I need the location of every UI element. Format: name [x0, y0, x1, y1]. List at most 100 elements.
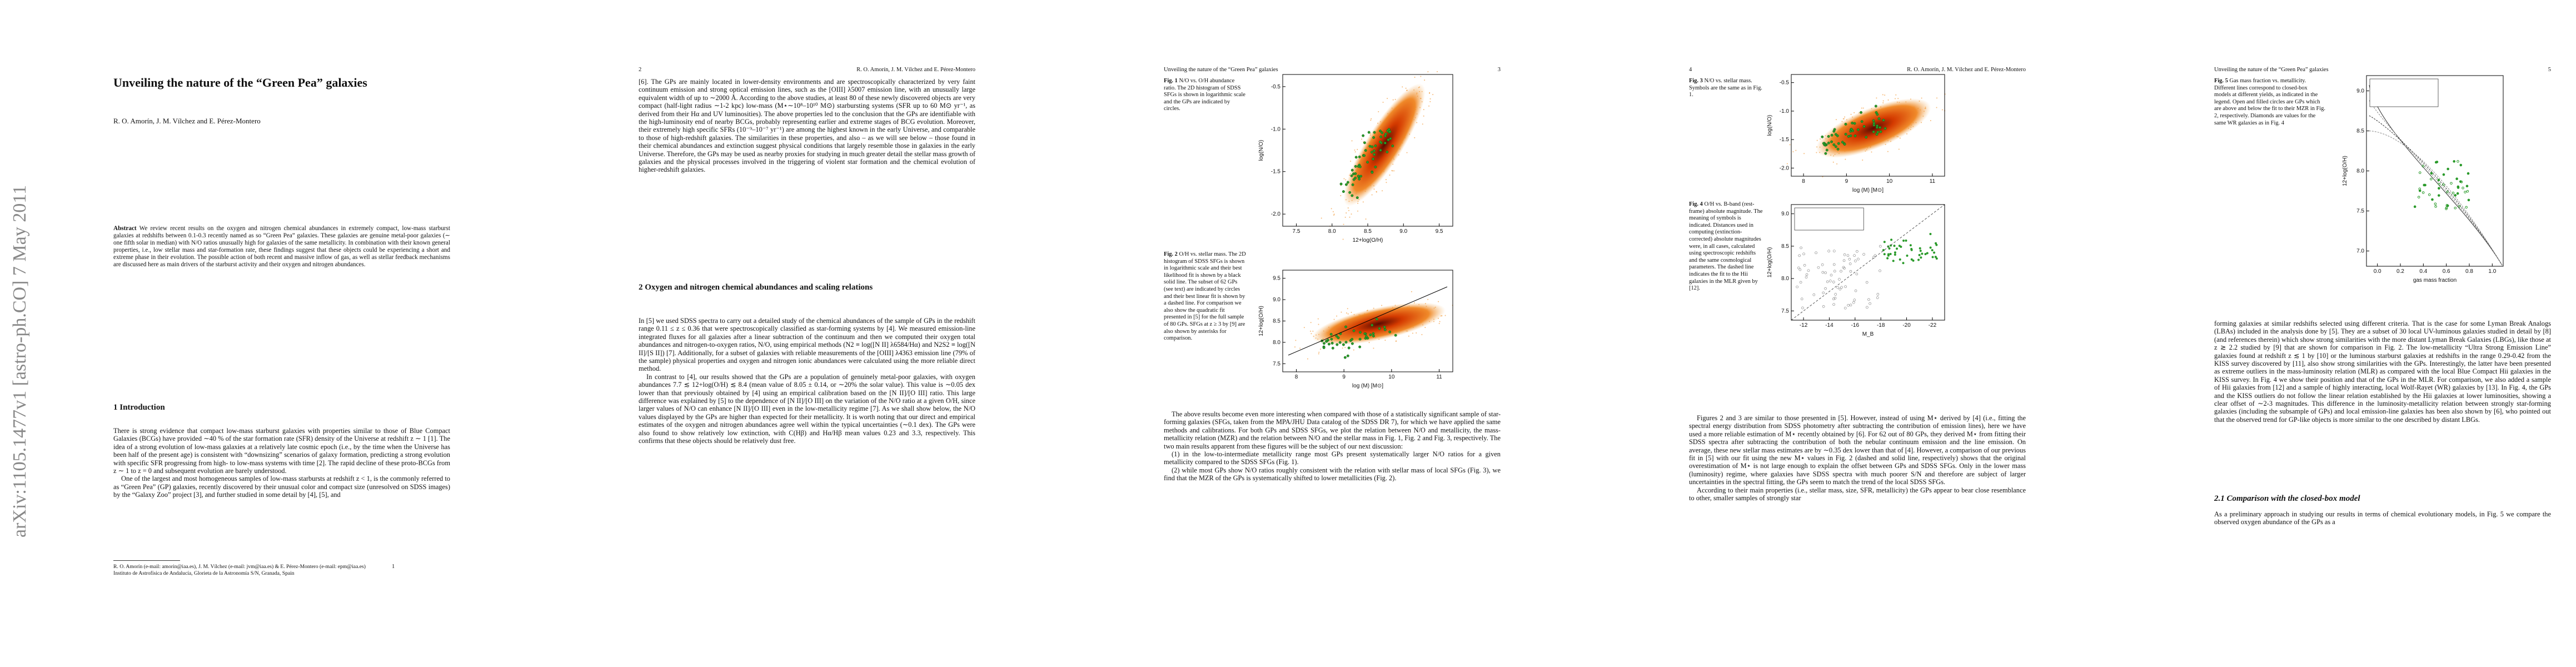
green-point: [1357, 175, 1360, 178]
paragraph: (1) in the low-to-intermediate metallici…: [1164, 450, 1501, 466]
gray-point: [1798, 268, 1802, 271]
y-tick-label: -0.5: [1780, 80, 1790, 86]
gray-point: [1843, 253, 1846, 256]
x-axis-label: log (M) [M⊙]: [1352, 383, 1383, 389]
background-point: [1357, 210, 1359, 212]
background-point: [1871, 151, 1872, 153]
section-heading: 2 Oxygen and nitrogen chemical abundance…: [639, 283, 873, 292]
x-axis-label: M_B: [1862, 331, 1874, 337]
y-axis-label: 12+log(O/H): [1767, 247, 1773, 278]
background-point: [1405, 87, 1407, 89]
gray-point: [1822, 305, 1825, 308]
green-point: [2452, 191, 2455, 195]
background-point: [1402, 86, 1403, 88]
green-point: [1379, 135, 1383, 138]
green-point: [1344, 341, 1348, 344]
y-tick-label: -2.0: [1780, 165, 1790, 171]
background-point: [1850, 113, 1852, 115]
green-point: [1346, 354, 1349, 357]
background-point: [1371, 118, 1372, 120]
gray-point: [1832, 281, 1835, 283]
background-point: [1438, 301, 1439, 302]
green-point: [1844, 122, 1847, 126]
footnote-rule: [113, 560, 180, 561]
page: Unveiling the nature of the “Green Pea” …: [0, 0, 525, 667]
background-point: [1373, 347, 1374, 349]
green-point: [1888, 247, 1891, 250]
green-point: [2467, 172, 2470, 175]
green-point: [2446, 191, 2449, 193]
green-point: [1875, 133, 1879, 136]
green-point: [1924, 253, 1927, 256]
green-point: [2457, 160, 2459, 163]
background-point: [1414, 137, 1416, 138]
body-text: There is strong evidence that compact lo…: [113, 427, 450, 499]
page-number: 4: [1689, 67, 1692, 73]
green-point: [1356, 196, 1359, 200]
model-curve: [2369, 130, 2503, 266]
green-point: [1372, 136, 1376, 139]
gray-point: [1838, 287, 1842, 291]
green-point: [1330, 337, 1333, 341]
green-point: [1354, 172, 1357, 175]
gray-point: [1840, 286, 1843, 289]
background-point: [1344, 347, 1346, 349]
running-head-text: R. O. Amorín, J. M. Vílchez and E. Pérez…: [856, 67, 975, 73]
green-point: [1872, 122, 1876, 125]
fit-line: [1791, 204, 1945, 321]
background-point: [1349, 216, 1351, 218]
fit-line: [1288, 286, 1448, 356]
green-point: [2430, 172, 2433, 175]
green-point: [1373, 153, 1376, 156]
section-heading: 1 Introduction: [113, 403, 165, 412]
green-point: [1364, 149, 1367, 152]
background-point: [1321, 217, 1322, 219]
green-point: [2417, 196, 2420, 198]
green-point: [1351, 337, 1354, 341]
gray-point: [1817, 266, 1820, 269]
background-point: [1333, 213, 1335, 215]
green-point: [2442, 183, 2445, 186]
density-cloud: [1343, 83, 1426, 206]
gray-point: [1802, 252, 1805, 256]
green-point: [1336, 343, 1339, 346]
background-point: [1318, 351, 1320, 353]
green-point: [2434, 202, 2437, 206]
green-point: [1834, 133, 1837, 136]
title: Unveiling the nature of the “Green Pea” …: [113, 76, 367, 89]
background-point: [1936, 107, 1937, 108]
x-tick-label: 7.5: [1293, 228, 1301, 235]
paragraph: forming galaxies at similar redshifts se…: [2214, 320, 2551, 424]
background-point: [1318, 323, 1319, 325]
x-tick-label: -22: [1929, 322, 1937, 328]
y-tick-label: 9.0: [1781, 211, 1789, 217]
gray-point: [1832, 297, 1835, 301]
green-point: [1830, 133, 1833, 137]
background-point: [1347, 207, 1349, 209]
green-point: [1372, 332, 1375, 335]
green-point: [1931, 256, 1934, 258]
green-point: [1347, 346, 1351, 350]
gray-point: [1826, 280, 1829, 283]
background-point: [1371, 194, 1373, 196]
green-point: [1876, 131, 1880, 134]
green-point: [2435, 161, 2439, 163]
green-point: [1902, 262, 1905, 265]
green-point: [1362, 134, 1365, 137]
background-point: [1336, 315, 1338, 317]
background-point: [1427, 71, 1429, 73]
green-point: [1372, 157, 1375, 161]
background-point: [1342, 347, 1343, 349]
x-tick-label: 0.8: [2465, 268, 2473, 275]
green-point: [2418, 171, 2421, 174]
green-point: [1352, 178, 1356, 181]
figure-plot: 8 9 10 11 -2.0 -1.5 -1.0 -0.5 log (M) [M⊙] log(N/…: [1767, 74, 1946, 193]
background-point: [1343, 178, 1345, 180]
gray-point: [1800, 297, 1803, 301]
green-point: [1391, 145, 1394, 147]
background-point: [1310, 330, 1312, 332]
body-text: Figures 2 and 3 are similar to those pre…: [1689, 414, 2026, 502]
background-point: [1429, 92, 1431, 93]
green-point: [1371, 171, 1374, 174]
